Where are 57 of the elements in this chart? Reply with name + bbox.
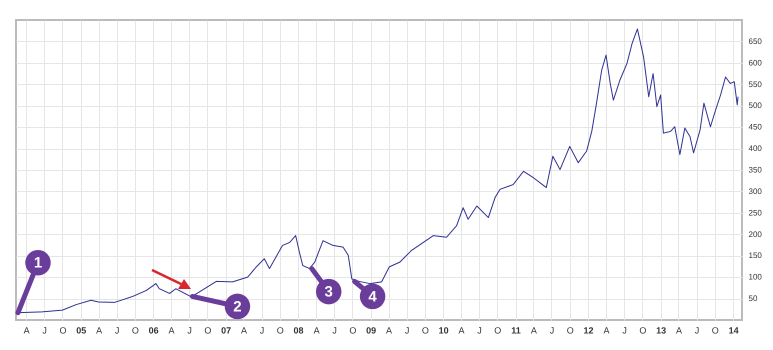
- x-tick-label: A: [314, 326, 320, 336]
- x-tick-label: A: [676, 326, 682, 336]
- x-tick-label: O: [712, 326, 719, 336]
- x-tick-label: J: [332, 326, 337, 336]
- x-tick-label: O: [639, 326, 646, 336]
- y-tick-label: 350: [748, 166, 762, 174]
- x-tick-label: J: [404, 326, 410, 336]
- annotation: 2: [233, 298, 242, 316]
- y-tick-label: 500: [748, 101, 762, 110]
- y-tick-label: 600: [748, 58, 762, 68]
- annotation: 4: [368, 288, 378, 306]
- x-tick-label: A: [530, 326, 537, 336]
- y-tick-label: 300: [748, 186, 762, 196]
- y-tick-label: 100: [748, 272, 762, 282]
- x-tick-label: 08: [294, 326, 304, 336]
- x-tick-label: O: [132, 326, 139, 336]
- y-tick-label: 200: [748, 230, 762, 239]
- x-tick-label: A: [604, 326, 610, 336]
- x-tick-label: J: [42, 326, 47, 336]
- x-tick-label: O: [276, 326, 284, 336]
- x-tick-label: A: [24, 326, 30, 336]
- x-tick-label: 10: [438, 326, 449, 336]
- x-tick-label: O: [349, 326, 356, 336]
- y-tick-label: 450: [748, 122, 762, 132]
- x-tick-label: O: [59, 326, 66, 336]
- x-tick-label: A: [168, 326, 175, 336]
- y-tick-label: 400: [748, 144, 762, 154]
- x-tick-label: A: [240, 326, 247, 336]
- y-tick-label: 50: [748, 294, 758, 304]
- x-tick-label: O: [204, 326, 212, 336]
- x-tick-label: J: [260, 326, 264, 336]
- x-tick-label: 05: [76, 326, 86, 336]
- x-tick-label: A: [386, 326, 392, 336]
- x-tick-label: 12: [583, 326, 594, 336]
- x-tick-label: A: [458, 326, 464, 336]
- x-tick-label: J: [694, 326, 700, 336]
- y-tick-label: 150: [748, 251, 762, 260]
- x-tick-label: 13: [656, 326, 666, 336]
- x-tick-label: J: [187, 326, 192, 336]
- x-tick-label: 14: [728, 326, 739, 336]
- y-tick-label: 550: [748, 80, 762, 89]
- x-tick-label: O: [566, 326, 574, 336]
- x-tick-label: J: [550, 326, 554, 336]
- x-tick-label: 06: [148, 326, 159, 336]
- x-tick-label: 11: [511, 326, 521, 336]
- annotation: 3: [324, 284, 333, 301]
- x-tick-label: J: [622, 326, 627, 336]
- x-tick-label: J: [114, 326, 120, 336]
- x-tick-label: O: [422, 326, 429, 336]
- x-tick-label: 07: [221, 326, 232, 336]
- annotation: 1: [34, 254, 42, 272]
- x-tick-label: 09: [366, 326, 376, 336]
- x-tick-label: O: [494, 326, 502, 336]
- y-tick-label: 250: [748, 208, 762, 218]
- x-tick-label: A: [96, 326, 102, 336]
- y-tick-label: 650: [748, 36, 762, 46]
- x-tick-label: J: [477, 326, 482, 336]
